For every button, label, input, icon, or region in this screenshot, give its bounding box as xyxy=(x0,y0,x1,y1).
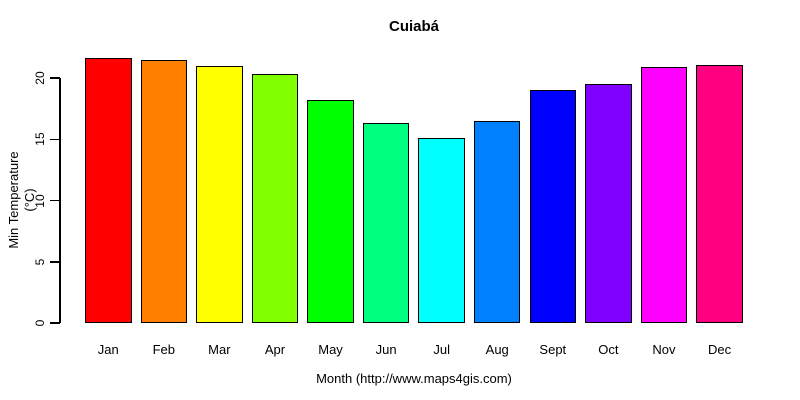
bar-nov xyxy=(640,66,688,323)
x-category-label-jul: Jul xyxy=(433,342,450,357)
x-axis-label: Month (http://www.maps4gis.com) xyxy=(316,371,512,386)
y-tick-20 xyxy=(50,77,60,79)
bar-oct xyxy=(585,84,632,323)
y-tick-label-20: 20 xyxy=(33,71,47,85)
x-category-label-nov: Nov xyxy=(652,342,676,357)
bar-jun xyxy=(362,123,410,323)
x-category-label-jun: Jun xyxy=(375,342,397,357)
x-category-label-oct: Oct xyxy=(598,342,619,357)
y-tick-label-5: 5 xyxy=(33,258,47,266)
y-tick-label-15: 15 xyxy=(33,132,47,146)
bar-may xyxy=(307,100,354,323)
y-tick-label-10: 10 xyxy=(33,193,47,208)
x-category-label-jan: Jan xyxy=(97,342,119,357)
bar-jan xyxy=(85,58,132,323)
x-category-label-apr: Apr xyxy=(264,342,286,357)
bar-aug xyxy=(473,120,521,323)
x-category-label-may: May xyxy=(318,342,343,357)
y-tick-15 xyxy=(50,138,60,140)
x-category-label-dec: Dec xyxy=(707,342,732,357)
x-category-label-feb: Feb xyxy=(152,342,176,357)
y-tick-5 xyxy=(50,261,60,263)
bar-sept xyxy=(529,90,577,323)
y-axis-label: Min Temperature (°C) xyxy=(6,151,37,249)
chart-title: Cuiabá xyxy=(388,18,439,35)
y-tick-10 xyxy=(50,199,60,202)
x-category-label-sept: Sept xyxy=(539,342,567,357)
bar-dec xyxy=(696,64,743,323)
y-tick-0 xyxy=(50,322,60,324)
bar-jul xyxy=(418,138,465,323)
x-category-label-aug: Aug xyxy=(485,342,509,357)
bar-apr xyxy=(251,74,299,323)
bar-mar xyxy=(196,65,243,323)
x-category-label-mar: Mar xyxy=(208,342,231,357)
y-tick-label-0: 0 xyxy=(33,319,47,327)
bar-feb xyxy=(140,59,188,323)
